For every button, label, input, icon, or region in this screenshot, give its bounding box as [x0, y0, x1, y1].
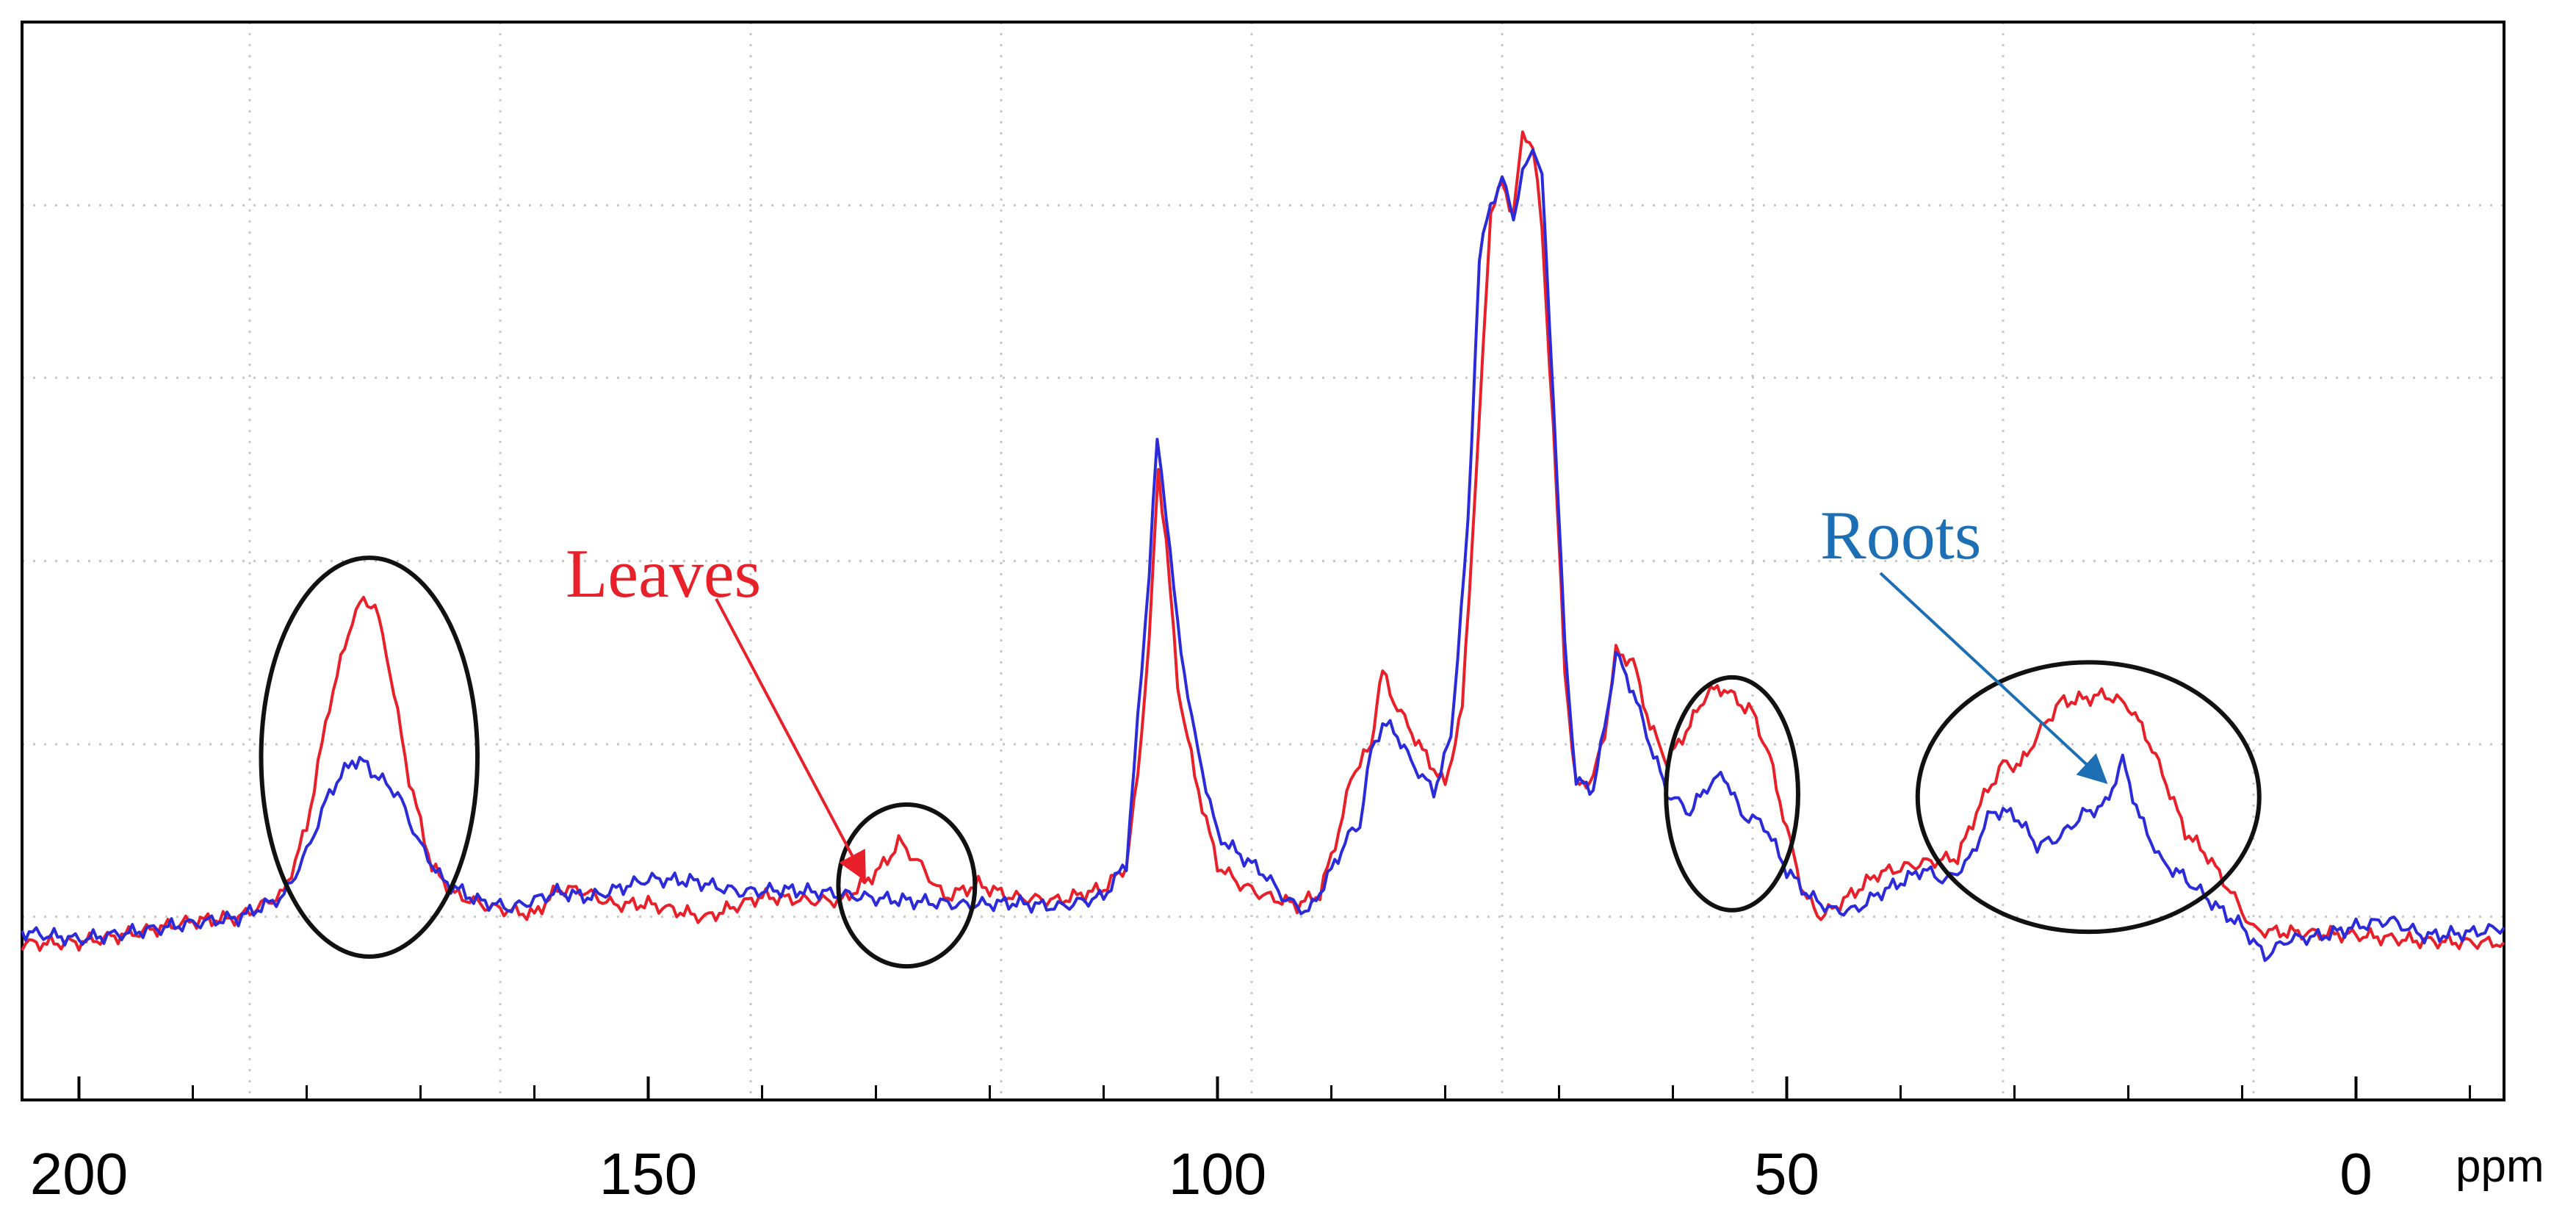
annotation-arrow-leaves	[715, 598, 866, 882]
highlight-ellipse	[836, 802, 978, 969]
highlight-ellipse	[1915, 660, 2262, 935]
x-tick-label: 0	[2339, 1141, 2373, 1207]
x-tick-label: 100	[1169, 1141, 1266, 1207]
x-tick-label: 50	[1754, 1141, 1819, 1207]
plot-frame	[21, 21, 2505, 1101]
annotation-arrow-roots	[1879, 572, 2108, 784]
highlight-ellipse	[259, 555, 480, 959]
highlight-ellipse	[1664, 675, 1801, 913]
x-axis-ticks: 200 150 100 50 0	[30, 1076, 2471, 1207]
annotation-label-leaves: Leaves	[566, 536, 761, 612]
x-tick-label: 150	[599, 1141, 697, 1207]
x-tick-label: 200	[30, 1141, 128, 1207]
series-line-roots	[21, 148, 2505, 963]
highlight-regions	[259, 555, 2262, 969]
annotation-label-roots: Roots	[1820, 497, 1981, 574]
spectrum-series	[21, 130, 2505, 963]
series-line-leaves	[21, 130, 2505, 952]
x-axis-unit-label: ppm	[2456, 1141, 2544, 1192]
annotations: Leaves Roots	[566, 497, 2108, 882]
